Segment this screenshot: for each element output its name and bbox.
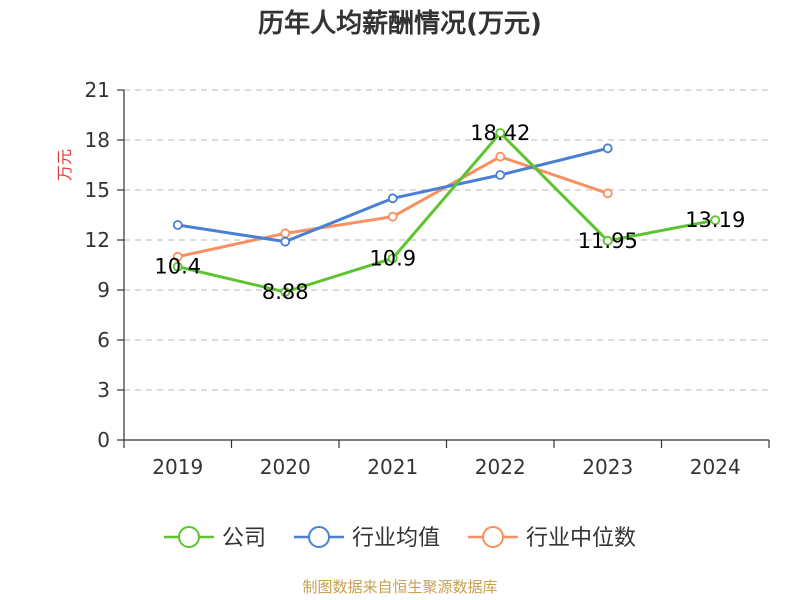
data-point: [387, 211, 398, 222]
data-point: [387, 193, 398, 204]
y-tick-label: 18: [85, 128, 110, 152]
legend-marker-icon: [178, 526, 200, 548]
series-line-0: [177, 131, 716, 294]
legend-item-2[interactable]: 行业中位数: [468, 526, 636, 551]
data-label: 10.9: [369, 246, 416, 270]
series-line-2: [177, 155, 609, 259]
legend-label: 公司: [222, 526, 266, 551]
y-tick-label: 21: [85, 78, 110, 102]
data-point: [495, 151, 506, 162]
y-tick-label: 6: [97, 328, 110, 352]
x-tick-label: 2024: [690, 455, 741, 479]
data-point: [172, 251, 183, 262]
data-point: [280, 287, 291, 297]
y-tick-label: 3: [97, 378, 110, 402]
x-tick-label: 2020: [260, 455, 311, 479]
y-tick-label: 15: [85, 178, 110, 202]
data-point: [602, 235, 613, 246]
data-labels: 10.4 8.88 10.9 18.42 11.95 13.19: [154, 121, 745, 304]
data-label: 18.42: [470, 121, 530, 145]
x-tick-label: 2023: [582, 455, 633, 479]
data-label: 8.88: [262, 280, 309, 304]
x-tick-label: 2019: [152, 455, 203, 479]
x-tick-label: 2022: [475, 455, 526, 479]
legend-marker-icon: [482, 526, 504, 548]
legend: 公司 行业均值 行业中位数: [164, 526, 636, 551]
axes: 0 3 6 9 12 15 18 21 2019 2020 2021 2022 2023 2024 万元: [55, 78, 770, 479]
y-axis-label: 万元: [55, 149, 74, 181]
data-point: [387, 253, 398, 264]
data-label: 10.4: [154, 255, 201, 279]
data-point: [280, 236, 291, 247]
data-label: 11.95: [578, 229, 638, 253]
legend-label: 行业均值: [352, 526, 440, 551]
legend-item-1[interactable]: 行业均值: [294, 526, 440, 551]
data-point: [602, 188, 613, 199]
data-point: [172, 261, 183, 272]
grid-lines: [124, 89, 769, 391]
data-point: [710, 215, 721, 226]
legend-item-0[interactable]: 公司: [164, 526, 266, 551]
x-tick-label: 2021: [367, 455, 418, 479]
data-point: [495, 128, 506, 138]
data-source-note: 制图数据来自恒生聚源数据库: [302, 578, 498, 596]
chart-title: 历年人均薪酬情况(万元): [258, 9, 542, 39]
data-point: [602, 143, 613, 154]
y-tick-label: 12: [85, 228, 110, 252]
y-tick-label: 9: [97, 278, 110, 302]
data-point: [495, 170, 506, 180]
y-tick-label: 0: [97, 428, 110, 452]
data-point: [172, 220, 183, 230]
series-lines: [172, 128, 721, 297]
legend-label: 行业中位数: [526, 526, 636, 551]
legend-marker-icon: [308, 526, 330, 548]
data-label: 13.19: [685, 208, 745, 232]
data-point: [280, 228, 291, 239]
